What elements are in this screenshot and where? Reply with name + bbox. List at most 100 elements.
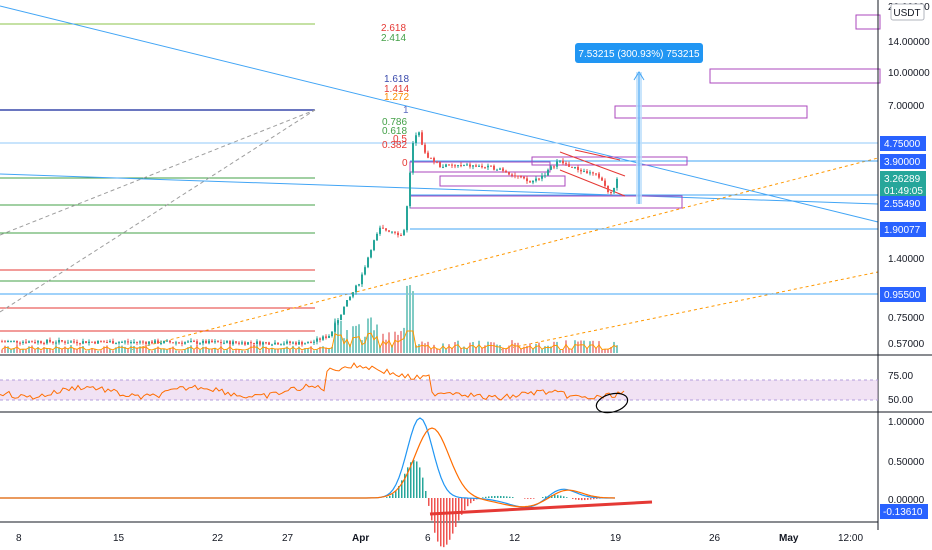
volume-bar [430,348,432,353]
candle-body [283,343,285,345]
candle-body [157,340,159,344]
candle-body [190,340,192,342]
volume-bar [55,345,57,353]
volume-bar [238,349,240,353]
candle-body [334,323,336,332]
candle-body [118,342,120,344]
candle-body [466,164,468,166]
candle-body [544,175,546,177]
macd-hist-bar [590,498,592,500]
volume-bar [163,348,165,353]
candle-body [538,178,540,180]
volume-bar [232,350,234,353]
macd-current-value: -0.13610 [883,507,923,518]
candle-body [337,320,339,324]
currency-badge[interactable] [890,3,925,21]
candle-body [145,342,147,344]
volume-bar [571,349,573,353]
candle-body [403,230,405,236]
candle-body [565,163,567,165]
candle-body [289,341,291,344]
candle-body [460,165,462,167]
volume-ma-line [1,330,618,351]
volume-bar [34,349,36,353]
candle-body [424,144,426,153]
volume-bar [223,350,225,353]
volume-bar [106,345,108,353]
zone-rect-5 [409,161,551,173]
volume-bar [247,349,249,353]
candles[interactable] [1,130,618,347]
candle-body [16,340,18,343]
candle-body [331,331,333,337]
candle-body [322,336,324,340]
candle-body [388,230,390,232]
date-tick-apr: Apr [352,533,369,544]
candle-body [616,178,618,188]
candle-body [187,341,189,343]
volume-bar [610,347,612,353]
macd-line [0,417,615,508]
candle-body [532,180,534,183]
macd-hist-bar [509,496,511,498]
volume-bar [271,347,273,353]
macd-hist-bar [446,498,448,545]
macd-pane[interactable] [0,417,653,548]
candle-body [73,341,75,343]
volume-bar [547,345,549,353]
rsi-pane[interactable] [0,362,878,416]
zone-rect-3 [614,105,808,119]
volume-bar [418,344,420,353]
candle-body [49,339,51,342]
candle-body [223,342,225,344]
volume-bar [583,340,585,353]
price-pane[interactable]: 7.53215 (300.93%) 753215 2.618 2.414 1.6… [0,5,881,353]
volume-bar [451,348,453,353]
volume-bar [331,346,333,353]
volume-bar [463,346,465,353]
volume-bar [523,346,525,353]
time-axis[interactable]: 8 15 22 27 Apr 6 12 19 26 May 12:00 [16,533,863,544]
measure-tool[interactable]: 7.53215 (300.93%) 753215 [575,43,703,204]
macd-hist-bar [566,497,568,498]
volume-bar [235,349,237,353]
candle-body [10,340,12,342]
rsi-band [0,380,878,400]
date-tick-6: 6 [425,533,431,544]
candle-body [211,340,213,343]
volume-bar [172,346,174,353]
volume-bars [1,285,618,353]
macd-hist-bar [578,498,580,500]
volume-bar [460,348,462,353]
macd-hist-bar [542,497,544,498]
volume-bar [433,344,435,353]
volume-bar [142,346,144,353]
volume-bar [514,342,516,353]
price-axis[interactable]: 20.00000 14.00000 10.00000 7.00000 1.400… [880,2,930,519]
macd-hist-bar [587,498,589,500]
candle-body [208,340,210,344]
candle-body [367,257,369,268]
fib-label-1-618: 1.618 [384,74,409,85]
candle-body [238,342,240,344]
volume-bar [190,345,192,353]
candle-body [481,165,483,168]
candle-body [193,340,195,342]
volume-bar [7,346,9,353]
volume-bar [385,339,387,353]
volume-bar [52,350,54,353]
volume-bar [574,340,576,353]
date-tick-8: 8 [16,533,22,544]
volume-bar [370,317,372,353]
volume-bar [346,330,348,353]
volume-bar [19,349,21,353]
candle-body [1,341,3,343]
candle-body [160,342,162,344]
macd-current-bg [880,504,928,519]
candle-body [442,166,444,168]
volume-bar [421,341,423,353]
macd-hist-bar [437,498,439,542]
candle-body [46,339,48,344]
candle-body [553,166,555,168]
